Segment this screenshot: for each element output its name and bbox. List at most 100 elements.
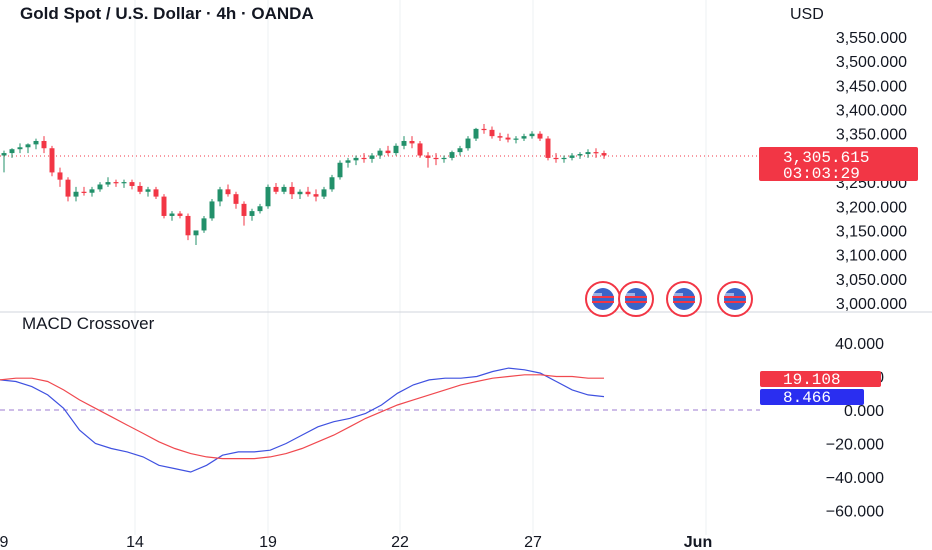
candle (73, 186, 79, 202)
candle (9, 148, 15, 158)
price-tag-countdown: 03:03:29 (783, 165, 860, 183)
candle (65, 177, 71, 202)
candle (569, 153, 575, 161)
signal-line (0, 374, 604, 460)
candle (257, 203, 263, 214)
candle (161, 194, 167, 219)
macd-title: MACD Crossover (22, 314, 155, 333)
signal-tag: 19.108 (760, 371, 881, 389)
macd-tick-label: −60.000 (826, 504, 884, 521)
candle (553, 153, 559, 163)
candle (537, 131, 543, 141)
x-tick-label: 19 (259, 534, 277, 550)
candle (561, 155, 567, 163)
candle (313, 189, 319, 202)
candle (545, 136, 551, 161)
candle (369, 153, 375, 163)
candle (481, 124, 487, 134)
candle (393, 143, 399, 156)
candle (345, 157, 351, 168)
macd-tick-label: 40.000 (835, 336, 884, 353)
candle (265, 184, 271, 209)
us-flag-icon[interactable] (717, 281, 753, 317)
currency-label: USD (790, 6, 824, 23)
candle (25, 143, 31, 154)
event-flags[interactable] (585, 281, 753, 317)
price-tick-label: 3,050.000 (836, 272, 907, 289)
macd-tick-label: −20.000 (826, 437, 884, 454)
candle (425, 152, 431, 168)
candle (217, 186, 223, 207)
signal-tag-value: 19.108 (783, 371, 841, 389)
us-flag-icon[interactable] (666, 281, 702, 317)
candle (241, 201, 247, 226)
candle (297, 189, 303, 200)
macd-lines-group (0, 367, 605, 473)
candle (33, 138, 39, 150)
candle (201, 215, 207, 233)
candle (489, 126, 495, 139)
candle (385, 145, 391, 156)
candle (577, 152, 583, 159)
price-tick-label: 3,400.000 (836, 103, 907, 120)
candle (521, 133, 527, 141)
price-tick-label: 3,150.000 (836, 223, 907, 240)
candle (97, 182, 103, 192)
candle (417, 140, 423, 158)
candle (169, 211, 175, 221)
candle (209, 199, 215, 221)
candle (593, 148, 599, 158)
macd-line (0, 367, 605, 473)
candle (105, 177, 111, 187)
price-tick-label: 3,550.000 (836, 30, 907, 47)
x-tick-label: Jun (684, 534, 712, 550)
candle (57, 167, 63, 187)
us-flag-icon[interactable] (618, 281, 654, 317)
candle (441, 155, 447, 163)
candle (337, 160, 343, 180)
candle (529, 131, 535, 139)
candle (41, 136, 47, 154)
macd-tick-label: 0.000 (844, 403, 884, 420)
candle (449, 150, 455, 161)
candle (129, 179, 135, 190)
candle (465, 136, 471, 151)
us-flag-icon[interactable] (585, 281, 621, 317)
chart-title: Gold Spot / U.S. Dollar · 4h · OANDA (20, 4, 314, 23)
price-tag-value: 3,305.615 (783, 149, 869, 167)
x-tick-label: 14 (126, 534, 144, 550)
candle (193, 230, 199, 245)
candle (289, 182, 295, 200)
price-tick-label: 3,450.000 (836, 78, 907, 95)
candle (153, 186, 159, 200)
candle (329, 174, 335, 192)
candle (457, 145, 463, 156)
price-tick-label: 3,200.000 (836, 199, 907, 216)
candle (601, 150, 607, 159)
candle (273, 183, 279, 195)
price-tag: 3,305.615 03:03:29 (759, 147, 918, 183)
candle (17, 143, 23, 154)
candle (353, 155, 359, 166)
price-tick-label: 3,000.000 (836, 296, 907, 313)
price-tick-label: 3,500.000 (836, 54, 907, 71)
macd-tag-value: 8.466 (783, 389, 831, 407)
candle (401, 136, 407, 150)
candle (321, 186, 327, 200)
candle (89, 186, 95, 197)
x-tick-label: 27 (524, 534, 542, 550)
candle (49, 145, 55, 177)
candle (81, 186, 87, 196)
price-tick-label: 3,100.000 (836, 248, 907, 265)
x-tick-label: 9 (0, 534, 9, 550)
candle (145, 186, 151, 197)
candle (185, 213, 191, 241)
candle (249, 208, 255, 221)
candle (497, 132, 503, 141)
candle (177, 211, 183, 219)
candle (585, 149, 591, 158)
x-axis: 9 14 19 22 27 Jun (0, 534, 712, 550)
vertical-gridlines (134, 0, 707, 535)
macd-tag: 8.466 (760, 389, 864, 407)
